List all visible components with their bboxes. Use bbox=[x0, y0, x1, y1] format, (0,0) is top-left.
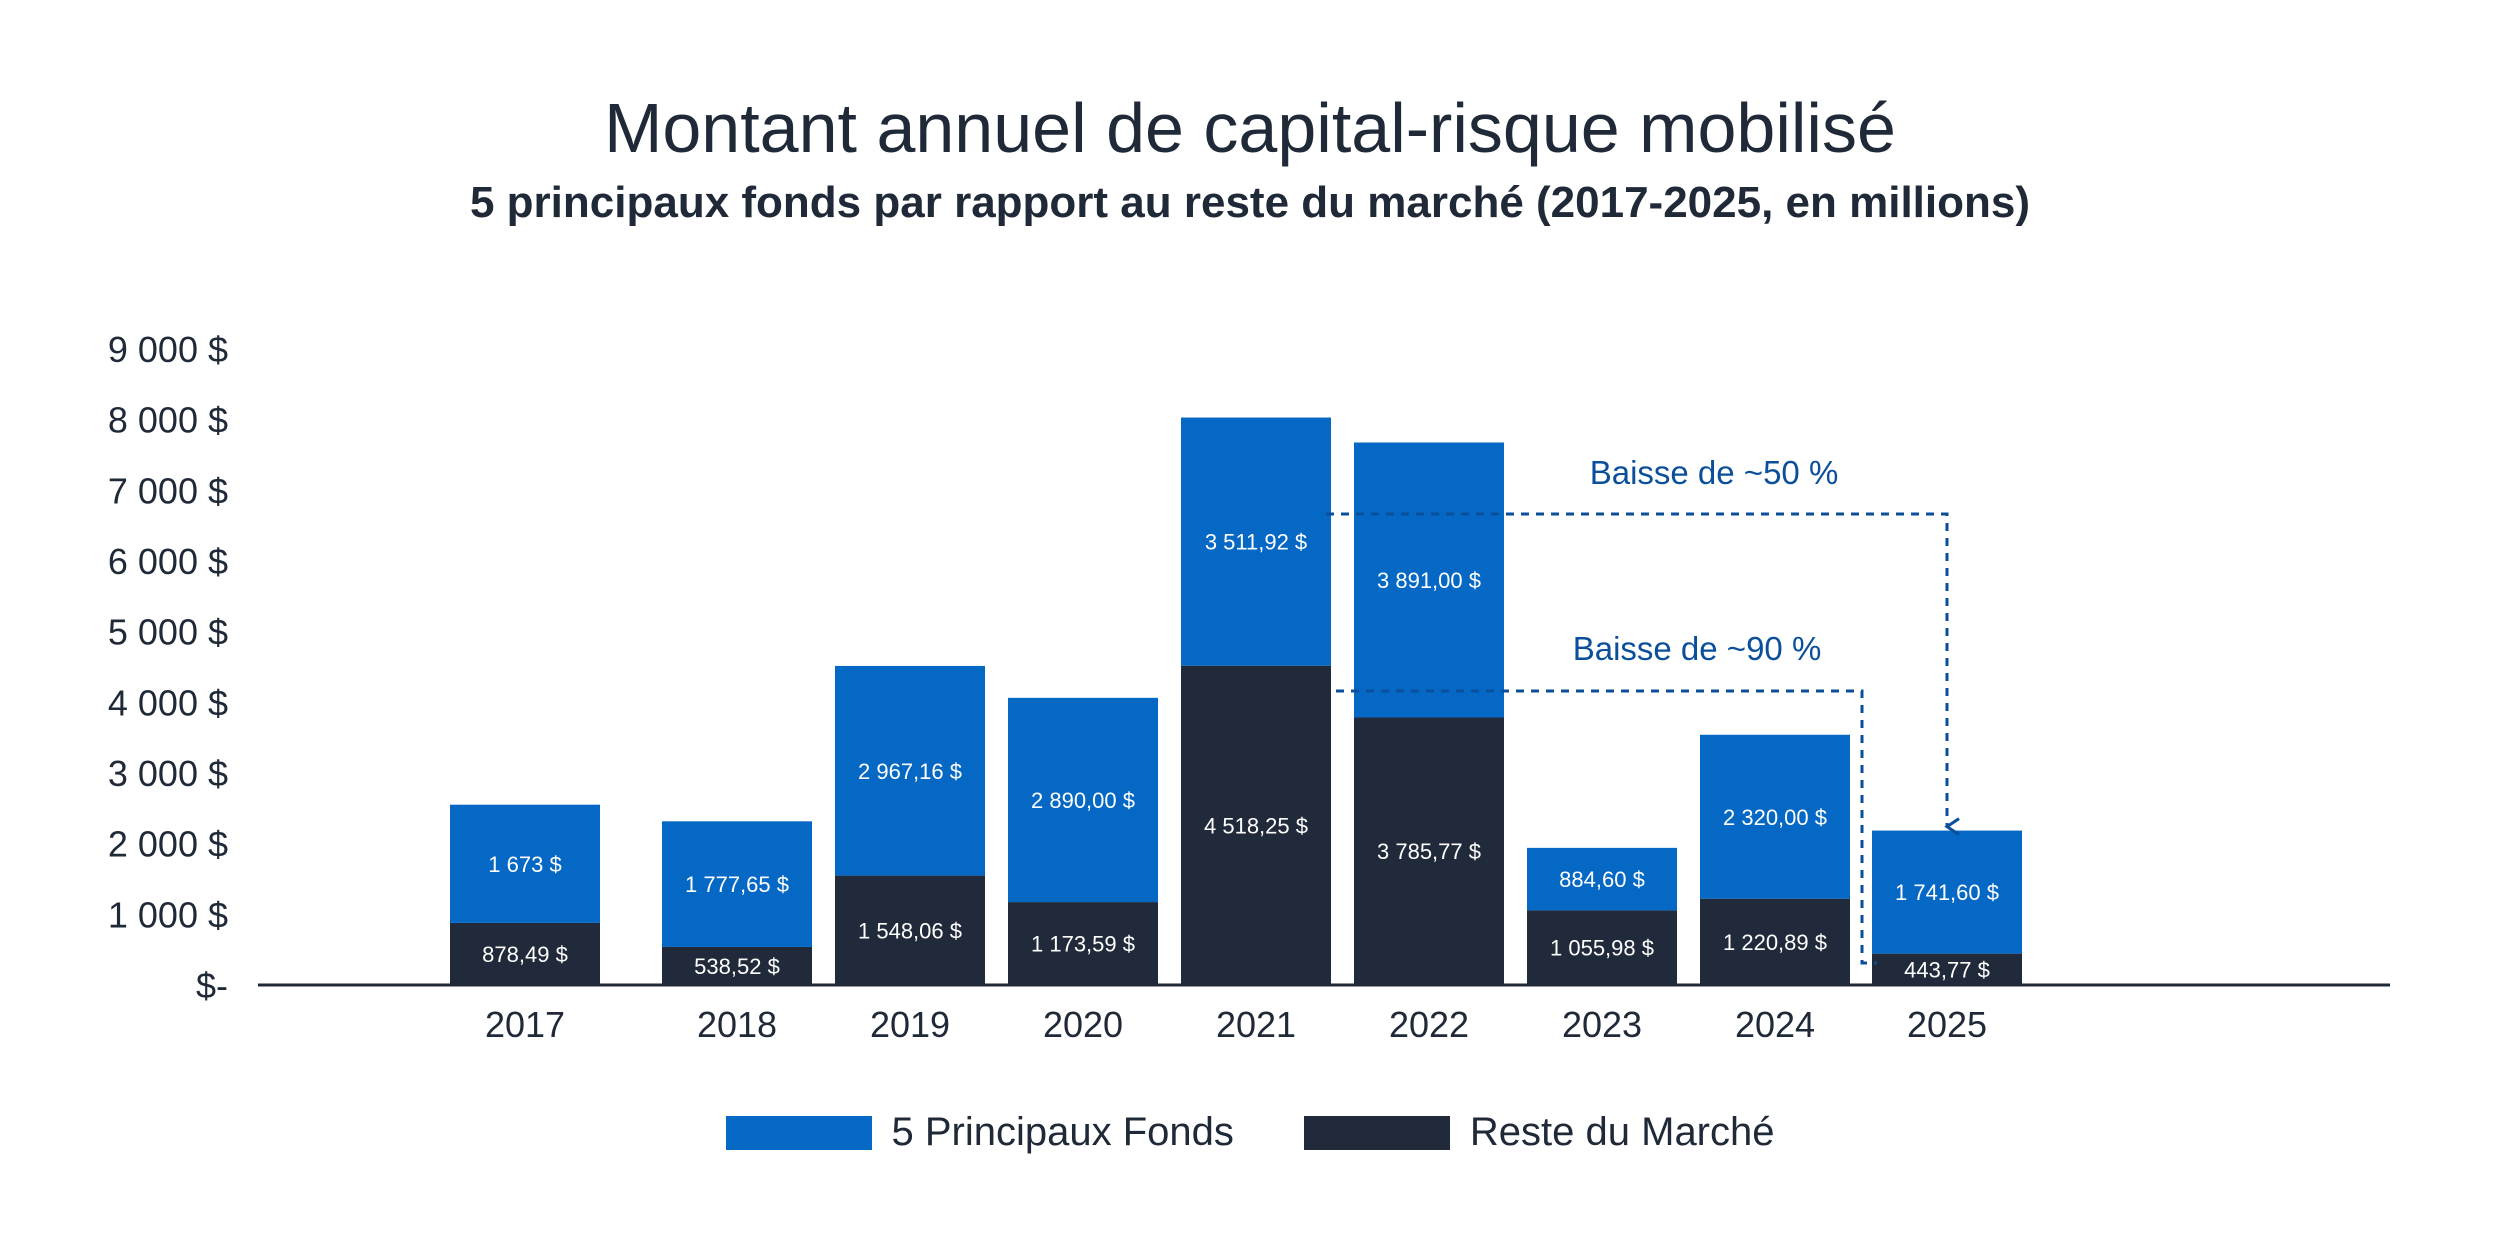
bar-top-funds-2022 bbox=[1354, 442, 1504, 718]
data-label-rest-market-2020: 1 173,59 $ bbox=[1031, 932, 1135, 957]
annotations: Baisse de ~50 % Baisse de ~90 % bbox=[1326, 454, 1960, 965]
annotation-arrow-90 bbox=[1336, 689, 1877, 965]
x-tick-label: 2019 bbox=[870, 1004, 950, 1045]
data-label-top-funds-2024: 2 320,00 $ bbox=[1723, 805, 1827, 830]
data-label-rest-market-2019: 1 548,06 $ bbox=[858, 918, 962, 943]
x-tick-label: 2021 bbox=[1216, 1004, 1296, 1045]
x-axis: 2017 2018 2019 2020 2021 2022 2023 2024 2025 bbox=[258, 983, 2390, 1045]
data-label-top-funds-2019: 2 967,16 $ bbox=[858, 759, 962, 784]
annotation-label-50: Baisse de ~50 % bbox=[1590, 454, 1839, 491]
x-tick-label: 2020 bbox=[1043, 1004, 1123, 1045]
bars: 878,49 $ 1 673 $ 538,52 $ 1 777,65 $ 1 548,0… bbox=[450, 417, 2022, 985]
y-tick-label: 9 000 $ bbox=[108, 329, 228, 370]
data-label-rest-market-2024: 1 220,89 $ bbox=[1723, 930, 1827, 955]
y-tick-label: 2 000 $ bbox=[108, 824, 228, 865]
annotation-arrow-50 bbox=[1326, 512, 1960, 836]
y-tick-label: 6 000 $ bbox=[108, 541, 228, 582]
x-tick-label: 2017 bbox=[485, 1004, 565, 1045]
data-label-top-funds-2022: 3 891,00 $ bbox=[1377, 568, 1481, 593]
data-label-rest-market-2025: 443,77 $ bbox=[1904, 957, 1990, 982]
data-label-top-funds-2021: 3 511,92 $ bbox=[1205, 530, 1307, 555]
x-tick-label: 2025 bbox=[1907, 1004, 1987, 1045]
bar-rest-market-2019 bbox=[835, 875, 985, 985]
bar-top-funds-2021 bbox=[1181, 417, 1331, 666]
y-tick-label: 5 000 $ bbox=[108, 612, 228, 653]
data-label-rest-market-2023: 1 055,98 $ bbox=[1550, 936, 1654, 961]
y-tick-label: 1 000 $ bbox=[108, 894, 228, 935]
bar-top-funds-2023 bbox=[1527, 847, 1677, 911]
legend-swatch-rest-market bbox=[1303, 1115, 1450, 1150]
legend-item-rest-market[interactable]: Reste du Marché bbox=[1303, 1110, 1775, 1155]
legend-label-rest-market: Reste du Marché bbox=[1469, 1110, 1775, 1154]
bar-rest-market-2017 bbox=[450, 922, 600, 985]
data-label-top-funds-2025: 1 741,60 $ bbox=[1895, 880, 1999, 905]
y-axis: $- 1 000 $ 2 000 $ 3 000 $ 4 000 $ 5 000 $ 6 0… bbox=[108, 329, 228, 1006]
bar-rest-market-2018 bbox=[662, 946, 812, 985]
bar-rest-market-2023 bbox=[1527, 910, 1677, 985]
bar-top-funds-2019 bbox=[835, 665, 985, 876]
data-label-rest-market-2022: 3 785,77 $ bbox=[1377, 839, 1481, 864]
y-tick-label: 7 000 $ bbox=[108, 470, 228, 511]
data-label-rest-market-2017: 878,49 $ bbox=[482, 942, 568, 967]
y-tick-label: 8 000 $ bbox=[108, 400, 228, 441]
data-label-top-funds-2020: 2 890,00 $ bbox=[1031, 788, 1135, 813]
data-label-rest-market-2018: 538,52 $ bbox=[694, 954, 780, 979]
y-tick-label: 4 000 $ bbox=[108, 682, 228, 723]
bar-rest-market-2021 bbox=[1181, 665, 1331, 985]
legend-label-top-funds: 5 Principaux Fonds bbox=[891, 1110, 1234, 1154]
bar-rest-market-2022 bbox=[1354, 717, 1504, 985]
bar-top-funds-2020 bbox=[1008, 697, 1158, 903]
legend: 5 Principaux Fonds Reste du Marché bbox=[0, 1110, 2500, 1155]
annotation-label-90: Baisse de ~90 % bbox=[1573, 630, 1822, 667]
y-tick-label: 3 000 $ bbox=[108, 753, 228, 794]
bar-top-funds-2017 bbox=[450, 804, 600, 923]
bar-top-funds-2018 bbox=[662, 821, 812, 947]
x-tick-label: 2024 bbox=[1735, 1004, 1815, 1045]
bar-rest-market-2020 bbox=[1008, 902, 1158, 985]
bar-top-funds-2025 bbox=[1872, 830, 2022, 954]
chart-title: Montant annuel de capital-risque mobilis… bbox=[604, 89, 1896, 167]
x-tick-label: 2022 bbox=[1389, 1004, 1469, 1045]
x-tick-label: 2023 bbox=[1562, 1004, 1642, 1045]
bar-rest-market-2024 bbox=[1700, 898, 1850, 985]
data-label-top-funds-2023: 884,60 $ bbox=[1559, 867, 1645, 892]
legend-item-top-funds[interactable]: 5 Principaux Fonds bbox=[725, 1110, 1234, 1155]
legend-swatch-top-funds bbox=[725, 1115, 872, 1150]
y-tick-label: $- bbox=[196, 965, 228, 1006]
data-label-rest-market-2021: 4 518,25 $ bbox=[1204, 813, 1308, 838]
data-label-top-funds-2018: 1 777,65 $ bbox=[685, 872, 789, 897]
bar-rest-market-2025 bbox=[1872, 953, 2022, 985]
x-tick-label: 2018 bbox=[697, 1004, 777, 1045]
data-label-top-funds-2017: 1 673 $ bbox=[488, 852, 561, 877]
bar-top-funds-2024 bbox=[1700, 734, 1850, 899]
chart-subtitle: 5 principaux fonds par rapport au reste … bbox=[469, 178, 2031, 227]
